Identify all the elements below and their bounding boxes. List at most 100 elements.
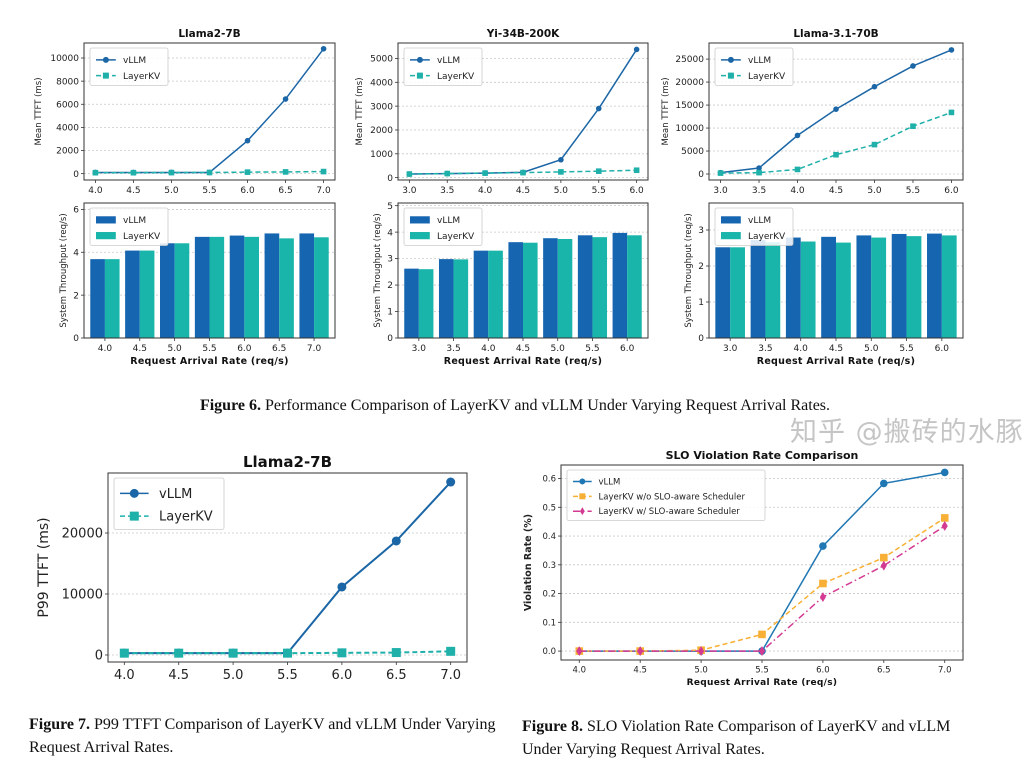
y-tick-label: 10000: [50, 54, 79, 64]
y-tick-label: 0: [387, 334, 393, 344]
x-tick-label: 5.0: [864, 344, 879, 354]
x-axis-label: Request Arrival Rate (req/s): [757, 356, 916, 367]
legend-label: LayerKV: [437, 72, 475, 82]
y-axis-label: P99 TTFT (ms): [36, 517, 52, 617]
y-tick-label: 15000: [675, 101, 704, 111]
legend: [113, 477, 225, 530]
x-tick-label: 5.0: [223, 668, 244, 683]
data-point: [756, 169, 762, 176]
data-point: [119, 648, 129, 658]
x-tick-label: 5.5: [277, 668, 298, 683]
data-point: [444, 170, 451, 177]
figure-6-text: Performance Comparison of LayerKV and vL…: [264, 397, 831, 414]
legend-label: vLLM: [748, 56, 771, 66]
legend-label: LayerKV: [437, 232, 475, 242]
y-tick-label: 5000: [681, 147, 704, 157]
data-point: [833, 151, 839, 158]
data-point: [910, 63, 916, 69]
legend-swatch: [410, 216, 430, 224]
figure-7-text: P99 TTFT Comparison of LayerKV and vLLM …: [29, 716, 496, 756]
y-tick-label: 5000: [370, 55, 393, 65]
chart-5: 0 1 2 3 3.0 3.5 4.0 4.5 5.0 5.5 6.0 Request Arrival…: [684, 202, 964, 367]
bar-layerkv: [488, 250, 503, 338]
data-point: [717, 170, 724, 176]
legend-marker: [129, 488, 139, 498]
x-tick-label: 6.5: [278, 186, 292, 196]
x-tick-label: 3.5: [752, 186, 766, 196]
data-point: [819, 542, 827, 550]
y-axis-label: Mean TTFT (ms): [661, 77, 671, 145]
chart-7: 0.0 0.1 0.2 0.3 0.4 0.5 0.6 4.0 4.5 5.0 5.5 6.0 6.5 7…: [523, 449, 964, 688]
figure-7-caption: Figure 7. P99 TTFT Comparison of LayerKV…: [29, 713, 499, 759]
data-point: [206, 169, 213, 176]
bar-vllm: [438, 259, 454, 338]
data-point: [391, 536, 401, 546]
x-tick-label: 6.0: [944, 186, 959, 196]
x-tick-label: 6.0: [816, 666, 830, 676]
bar-layerkv: [139, 250, 155, 338]
bar-vllm: [821, 236, 836, 338]
legend-label: vLLM: [123, 216, 146, 226]
data-point: [871, 141, 878, 148]
x-tick-label: 5.5: [202, 344, 216, 354]
y-tick-label: 1: [387, 308, 393, 318]
bar-layerkv: [209, 236, 225, 338]
legend: [403, 47, 483, 86]
y-tick-label: 0: [698, 170, 704, 180]
x-tick-label: 3.5: [446, 344, 460, 354]
bar-layerkv: [765, 242, 781, 338]
x-tick-label: 3.5: [440, 186, 454, 196]
y-tick-label: 4000: [370, 78, 393, 88]
x-tick-label: 6.0: [240, 186, 255, 196]
x-axis-label: Request Arrival Rate (req/s): [444, 356, 603, 367]
data-point: [174, 648, 184, 658]
bar-vllm: [750, 240, 766, 338]
data-point: [168, 169, 175, 176]
data-point: [130, 169, 137, 176]
y-tick-label: 3: [387, 255, 393, 265]
plot-frame: [397, 42, 649, 181]
bar-vllm: [264, 233, 280, 338]
x-tick-label: 4.0: [790, 186, 805, 196]
y-tick-label: 0.5: [542, 503, 556, 513]
x-axis-label: Request Arrival Rate (req/s): [130, 356, 289, 367]
y-tick-label: 0.0: [542, 647, 556, 657]
bar-layerkv: [279, 238, 294, 338]
figure-8-text: SLO Violation Rate Comparison of LayerKV…: [522, 718, 951, 758]
bar-layerkv: [941, 235, 957, 338]
chart-6: 0 10000 20000 4.0 4.5 5.0 5.5 6.0 6.5 7.0 Llama2-7…: [36, 453, 468, 683]
chart-3: 0 2 4 6 4.0 4.5 5.0 5.5 6.0 6.5 7.0 Request Arrival…: [59, 202, 336, 367]
data-point: [595, 105, 602, 112]
legend-label: vLLM: [159, 487, 192, 502]
y-tick-label: 6: [73, 206, 79, 216]
data-point: [880, 560, 887, 571]
data-point: [595, 168, 602, 174]
data-point: [819, 579, 827, 588]
x-tick-label: 3.0: [713, 186, 728, 196]
x-tick-label: 6.5: [386, 668, 407, 683]
legend-marker: [727, 56, 734, 63]
bar-vllm: [229, 235, 245, 338]
bar-layerkv: [871, 237, 887, 338]
legend-marker: [129, 511, 139, 521]
bar-layerkv: [906, 236, 922, 338]
y-tick-label: 0: [95, 649, 103, 664]
x-tick-label: 4.0: [478, 186, 493, 196]
legend-swatch: [410, 232, 430, 240]
legend-marker: [416, 56, 423, 63]
y-axis-label: System Throughput (req/s): [59, 213, 69, 327]
data-point: [910, 123, 916, 130]
data-point: [637, 646, 644, 657]
bar-layerkv: [592, 237, 608, 338]
x-tick-label: 5.0: [694, 666, 708, 676]
data-point: [320, 168, 327, 175]
legend-label: LayerKV: [159, 510, 213, 525]
legend-label: vLLM: [437, 216, 460, 226]
x-tick-label: 7.0: [316, 186, 331, 196]
data-point: [576, 646, 583, 657]
data-point: [633, 167, 640, 174]
data-point: [698, 646, 705, 657]
y-tick-label: 20000: [675, 78, 704, 88]
chart-title: Yi-34B-200K: [486, 28, 560, 40]
